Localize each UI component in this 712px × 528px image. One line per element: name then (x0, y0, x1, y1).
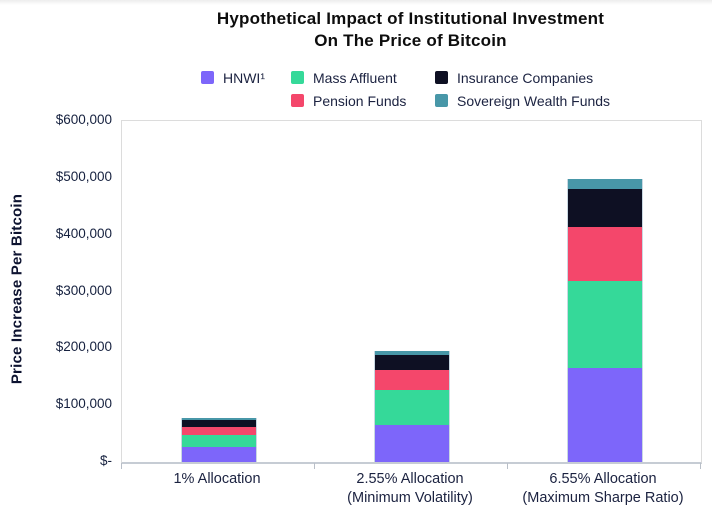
bar-segment (567, 188, 642, 227)
x-label-1pct: 1% Allocation (107, 470, 327, 489)
bar-segment (181, 418, 256, 420)
legend-label-sovereign-wealth-funds: Sovereign Wealth Funds (457, 92, 611, 109)
legend-label-mass-affluent: Mass Affluent (313, 69, 397, 86)
legend-swatch-sovereign-wealth-funds (435, 94, 448, 107)
y-tick-label: $- (99, 453, 112, 468)
legend-item-hnwi: HNWI¹ (201, 66, 291, 89)
y-tick-label: $200,000 (55, 339, 112, 355)
legend-item-pension-funds: Pension Funds (291, 89, 435, 112)
bar-segment (181, 447, 256, 462)
stacked-bar (566, 178, 643, 462)
y-tick-label: $100,000 (55, 396, 112, 412)
legend-swatch-mass-affluent (291, 71, 304, 84)
bar-segment (567, 226, 642, 281)
y-tick-label: $500,000 (55, 168, 112, 184)
x-label-2-55pct-sub: (Minimum Volatility) (347, 490, 473, 506)
chart-title-line1: Hypothetical Impact of Institutional Inv… (216, 9, 605, 28)
legend-item-mass-affluent: Mass Affluent (291, 66, 435, 89)
legend-swatch-hnwi (201, 71, 214, 84)
chart-title: Hypothetical Impact of Institutional Inv… (121, 8, 700, 52)
bar-segment (567, 367, 642, 462)
x-label-6-55pct: 6.55% Allocation (Maximum Sharpe Ratio) (493, 470, 712, 508)
legend-label-hnwi: HNWI¹ (223, 69, 265, 86)
bar-segment (374, 390, 449, 426)
page-top-border (0, 0, 712, 5)
bar-segment (181, 435, 256, 448)
x-label-2-55pct: 2.55% Allocation (Minimum Volatility) (300, 470, 520, 508)
stacked-bar (373, 350, 450, 462)
bar-segment (374, 350, 449, 355)
x-label-6-55pct-main: 6.55% Allocation (549, 471, 657, 487)
bar-segment (181, 427, 256, 436)
plot-area (121, 120, 702, 464)
chart-legend: HNWI¹ Mass Affluent Insurance Companies … (201, 66, 610, 112)
x-axis-tick (507, 463, 508, 469)
bar-segment (374, 369, 449, 391)
legend-label-insurance-companies: Insurance Companies (457, 69, 594, 86)
bar-segment (374, 425, 449, 462)
x-axis-tick (314, 463, 315, 469)
bar-segment (567, 178, 642, 189)
legend-swatch-pension-funds (291, 94, 304, 107)
stacked-bar (180, 418, 257, 462)
x-axis-tick (700, 463, 701, 469)
legend-swatch-insurance-companies (435, 71, 448, 84)
legend-label-pension-funds: Pension Funds (313, 92, 407, 109)
y-tick-label: $300,000 (55, 282, 112, 298)
x-axis-tick (121, 463, 122, 469)
x-label-6-55pct-sub: (Maximum Sharpe Ratio) (522, 490, 684, 506)
y-tick-label: $400,000 (55, 225, 112, 241)
x-label-2-55pct-main: 2.55% Allocation (356, 471, 464, 487)
y-tick-label: $600,000 (55, 112, 112, 127)
legend-item-sovereign-wealth-funds: Sovereign Wealth Funds (435, 89, 610, 112)
bar-segment (567, 280, 642, 368)
chart-title-line2: On The Price of Bitcoin (314, 31, 507, 50)
bar-segment (181, 419, 256, 428)
bar-segment (374, 354, 449, 370)
x-label-1pct-main: 1% Allocation (173, 471, 261, 487)
legend-item-insurance-companies: Insurance Companies (435, 66, 610, 89)
